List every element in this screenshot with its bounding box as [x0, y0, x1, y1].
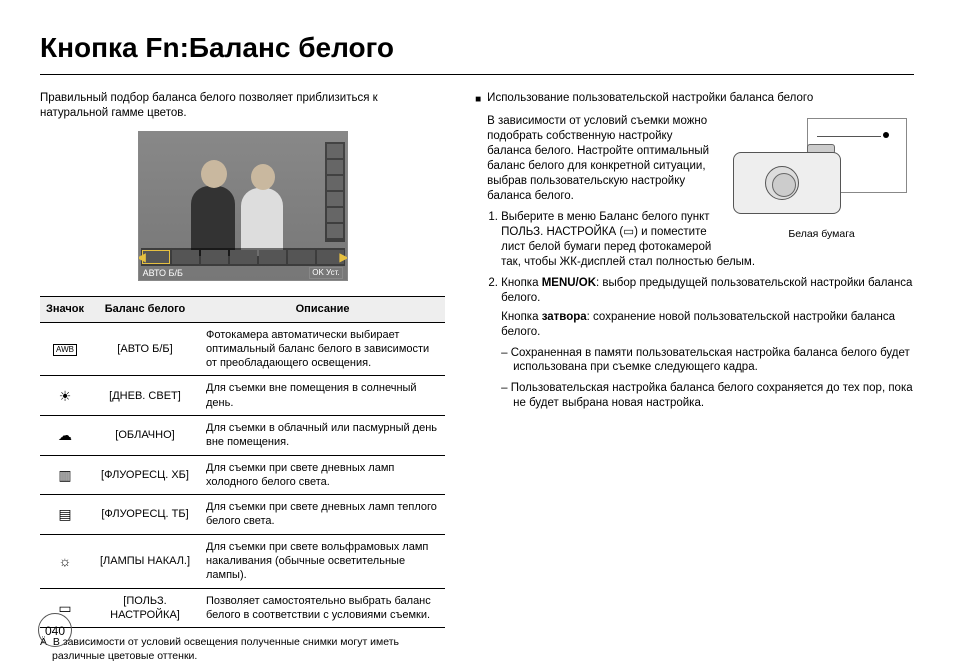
table-row: AWB[АВТО Б/Б]Фотокамера автоматически вы… — [40, 322, 445, 376]
dash2-text: Пользовательская настройка баланса белог… — [511, 382, 913, 409]
square-bullet-icon: ■ — [475, 93, 481, 106]
wb-desc: Для съемки при свете дневных ламп теплог… — [200, 495, 445, 535]
wb-name: [ПОЛЬЗ. НАСТРОЙКА] — [90, 588, 200, 628]
wb-icon: ☁ — [40, 415, 90, 455]
wb-icon: ☀ — [40, 376, 90, 416]
step2-a: Кнопка — [501, 277, 542, 289]
arrow-left-icon: ◀ — [138, 250, 146, 266]
shutter-label: затвора — [542, 311, 587, 323]
step2-c-a: Кнопка — [501, 311, 542, 323]
camera-caption: Белая бумага — [729, 228, 914, 242]
wb-desc: Позволяет самостоятельно выбрать баланс … — [200, 588, 445, 628]
wb-desc: Для съемки в облачный или пасмурный день… — [200, 415, 445, 455]
table-row: ☀[ДНЕВ. СВЕТ]Для съемки вне помещения в … — [40, 376, 445, 416]
lcd-preview: ◀ ▶ АВТО Б/Б OK Уст. — [138, 131, 348, 281]
page-number: 040 — [38, 613, 72, 647]
th-icon: Значок — [40, 297, 90, 322]
wb-icon: ▥ — [40, 455, 90, 495]
wb-name: [ЛАМПЫ НАКАЛ.] — [90, 534, 200, 588]
table-row: ☼[ЛАМПЫ НАКАЛ.]Для съемки при свете воль… — [40, 534, 445, 588]
wb-desc: Для съемки при свете дневных ламп холодн… — [200, 455, 445, 495]
table-row: ▭[ПОЛЬЗ. НАСТРОЙКА]Позволяет самостоятел… — [40, 588, 445, 628]
wb-name: [АВТО Б/Б] — [90, 322, 200, 376]
menu-ok-label: MENU/OK — [542, 277, 596, 289]
dash-2: – Пользовательская настройка баланса бел… — [501, 381, 914, 411]
footnote: Ä В зависимости от условий освещения пол… — [40, 636, 445, 663]
subheading-text: Использование пользовательской настройки… — [487, 91, 813, 106]
arrow-right-icon: ▶ — [339, 250, 347, 266]
wb-desc: Для съемки при свете вольфрамовых ламп н… — [200, 534, 445, 588]
table-row: ▥[ФЛУОРЕСЦ. ХБ]Для съемки при свете днев… — [40, 455, 445, 495]
dash-list: – Сохраненная в памяти пользовательская … — [501, 346, 914, 412]
wb-icon: ☼ — [40, 534, 90, 588]
intro-text: Правильный подбор баланса белого позволя… — [40, 91, 445, 121]
wb-desc: Для съемки вне помещения в солнечный ден… — [200, 376, 445, 416]
footnote-text: В зависимости от условий освещения получ… — [52, 636, 399, 662]
wb-name: [ФЛУОРЕСЦ. ТБ] — [90, 495, 200, 535]
preview-caption: АВТО Б/Б — [143, 268, 183, 280]
left-column: Правильный подбор баланса белого позволя… — [40, 91, 445, 663]
content-columns: Правильный подбор баланса белого позволя… — [40, 91, 914, 663]
dash1-text: Сохраненная в памяти пользовательская на… — [511, 347, 910, 374]
table-row: ▤[ФЛУОРЕСЦ. ТБ]Для съемки при свете днев… — [40, 495, 445, 535]
wb-name: [ФЛУОРЕСЦ. ХБ] — [90, 455, 200, 495]
preview-right-icons — [325, 142, 345, 242]
wb-table: Значок Баланс белого Описание AWB[АВТО Б… — [40, 296, 445, 628]
wb-icon: AWB — [40, 322, 90, 376]
page-title: Кнопка Fn:Баланс белого — [40, 30, 914, 75]
right-column: ■ Использование пользовательской настрой… — [475, 91, 914, 663]
preview-wb-strip — [141, 248, 345, 266]
step2-line2: Кнопка затвора: сохранение новой пользов… — [501, 310, 914, 340]
th-name: Баланс белого — [90, 297, 200, 322]
step-2: Кнопка MENU/OK: выбор предыдущей пользов… — [501, 276, 914, 412]
wb-name: [ДНЕВ. СВЕТ] — [90, 376, 200, 416]
wb-icon: ▤ — [40, 495, 90, 535]
table-row: ☁[ОБЛАЧНО]Для съемки в облачный или пасм… — [40, 415, 445, 455]
camera-figure: Белая бумага — [729, 116, 914, 242]
preview-ok: OK Уст. — [309, 267, 342, 279]
wb-name: [ОБЛАЧНО] — [90, 415, 200, 455]
wb-desc: Фотокамера автоматически выбирает оптима… — [200, 322, 445, 376]
custom-wb-icon: ▭ — [623, 226, 634, 238]
th-desc: Описание — [200, 297, 445, 322]
subheading: ■ Использование пользовательской настрой… — [475, 91, 914, 106]
preview-wrap: ◀ ▶ АВТО Б/Б OK Уст. — [40, 131, 445, 286]
dash-1: – Сохраненная в памяти пользовательская … — [501, 346, 914, 376]
